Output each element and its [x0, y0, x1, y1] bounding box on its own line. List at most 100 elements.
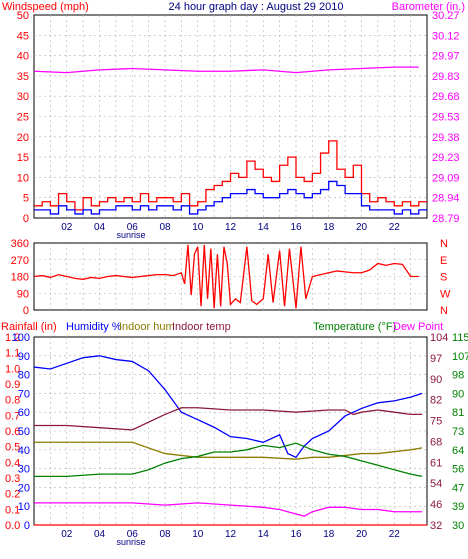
temp-b-tick-4: 64	[452, 445, 464, 457]
bot-xtick-14: 14	[258, 529, 270, 540]
temperature-line	[34, 442, 423, 477]
temp-a-tick-4: 68	[430, 436, 442, 448]
wind-average-line	[34, 180, 427, 215]
temp-a-tick-3: 61	[430, 457, 442, 469]
barometer-tick-7: 29.83	[432, 71, 460, 83]
wind-gust-line	[34, 140, 427, 211]
barometer-tick-1: 28.94	[432, 193, 460, 205]
top-xtick-16: 16	[290, 222, 302, 233]
top-xtick-14: 14	[258, 222, 270, 233]
legend-rainfall: Rainfall (in)	[1, 321, 57, 333]
windspeed-tick-0: 0	[23, 213, 29, 225]
rain-tick-2: 0.2	[5, 489, 20, 501]
temp-b-tick-8: 98	[452, 370, 464, 382]
direction-tick-2: 180	[11, 272, 29, 284]
top-xtick-08: 08	[159, 222, 171, 233]
temp-a-tick-8: 97	[430, 353, 442, 365]
barometer-tick-0: 28.79	[432, 213, 460, 225]
compass-tick-0: N	[440, 305, 448, 317]
temp-a-tick-1: 46	[430, 499, 442, 511]
top-xtick-06: 06	[127, 222, 139, 233]
legend-humidity: Humidity %	[66, 321, 122, 333]
bot-xtick-20: 20	[356, 529, 368, 540]
temp-b-tick-1: 39	[452, 501, 464, 513]
direction-tick-4: 360	[11, 238, 29, 250]
rain-tick-11: 1.1	[5, 348, 20, 360]
humidity-line	[33, 355, 423, 459]
windspeed-tick-6: 30	[17, 91, 29, 103]
bot-xtick-18: 18	[323, 529, 335, 540]
wind-barometer-panel: Windspeed (mph) 24 hour graph day : Augu…	[2, 1, 465, 240]
bot-xtick-22: 22	[389, 529, 401, 540]
temp-a-tick-9: 104	[430, 332, 448, 344]
rain-tick-9: 0.9	[5, 379, 20, 391]
bot-xtick-10: 10	[192, 529, 204, 540]
humidity-tick-4: 40	[18, 445, 30, 457]
humidity-tick-10: 100	[12, 332, 30, 344]
temp-a-tick-0: 32	[430, 520, 442, 532]
humidity-tick-3: 30	[18, 464, 30, 476]
windspeed-tick-9: 45	[17, 30, 29, 42]
temp-b-tick-7: 90	[452, 388, 464, 400]
top-xtick-22: 22	[389, 222, 401, 233]
windspeed-tick-5: 25	[17, 112, 29, 124]
temp-a-tick-5: 75	[430, 416, 442, 428]
temp-b-tick-2: 47	[452, 482, 464, 494]
rain-tick-8: 0.8	[5, 395, 20, 407]
top-xtick-20: 20	[356, 222, 368, 233]
top-xtick-04: 04	[94, 222, 106, 233]
direction-tick-1: 90	[17, 288, 29, 300]
bot-xtick-02: 02	[61, 529, 73, 540]
top-xtick-12: 12	[225, 222, 237, 233]
sunrise-label-top: sunrise	[116, 230, 145, 240]
wind-direction-line	[33, 244, 419, 309]
rain-tick-0: 0.0	[5, 520, 20, 532]
humidity-tick-1: 10	[18, 501, 30, 513]
humidity-temperature-panel: Rainfall (in) Humidity % Indoor hum Indo…	[1, 321, 468, 547]
top-xtick-10: 10	[192, 222, 204, 233]
rain-tick-4: 0.4	[5, 457, 20, 469]
direction-tick-3: 270	[11, 255, 29, 267]
rain-tick-7: 0.7	[5, 410, 20, 422]
humidity-tick-7: 70	[18, 388, 30, 400]
barometer-tick-2: 29.09	[432, 172, 460, 184]
bot-xtick-12: 12	[225, 529, 237, 540]
bot-xtick-16: 16	[290, 529, 302, 540]
windspeed-tick-1: 5	[23, 193, 29, 205]
bot-xtick-04: 04	[94, 529, 106, 540]
rain-tick-5: 0.5	[5, 442, 20, 454]
rain-tick-12: 1.2	[5, 332, 20, 344]
compass-tick-2: S	[440, 272, 447, 284]
temp-b-tick-3: 56	[452, 464, 464, 476]
barometer-tick-4: 29.38	[432, 132, 460, 144]
legend-indoor-hum: Indoor hum	[119, 321, 175, 333]
top-xtick-02: 02	[61, 222, 73, 233]
temp-a-tick-7: 90	[430, 374, 442, 386]
windspeed-tick-2: 10	[17, 172, 29, 184]
direction-tick-0: 0	[23, 305, 29, 317]
chart-title: 24 hour graph day : August 29 2010	[169, 1, 344, 13]
rain-tick-1: 0.1	[5, 504, 20, 516]
legend-temperature: Temperature (°F)	[313, 321, 396, 333]
top-xtick-18: 18	[323, 222, 335, 233]
windspeed-tick-10: 50	[17, 10, 29, 22]
temp-b-tick-6: 81	[452, 407, 464, 419]
barometer-tick-5: 29.53	[432, 112, 460, 124]
windspeed-tick-4: 20	[17, 132, 29, 144]
sunrise-label-bottom: sunrise	[116, 537, 145, 547]
humidity-tick-9: 90	[18, 351, 30, 363]
barometer-tick-6: 29.68	[432, 91, 460, 103]
legend-indoor-temp: Indoor temp	[172, 321, 231, 333]
windspeed-axis-label: Windspeed (mph)	[2, 1, 89, 13]
barometer-tick-10: 30.27	[432, 10, 460, 22]
bot-xtick-06: 06	[127, 529, 139, 540]
dew-point-line	[34, 502, 423, 517]
legend-dew-point: Dew Point	[393, 321, 443, 333]
humidity-tick-2: 20	[18, 482, 30, 494]
humidity-tick-6: 60	[18, 407, 30, 419]
windspeed-tick-8: 40	[17, 51, 29, 63]
bot-xtick-08: 08	[159, 529, 171, 540]
barometer-tick-8: 29.97	[432, 51, 460, 63]
